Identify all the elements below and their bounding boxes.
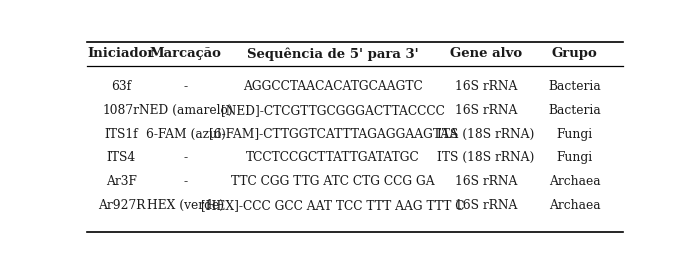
Text: [NED]-CTCGTTGCGGGACTTACCCC: [NED]-CTCGTTGCGGGACTTACCCC [221,104,445,117]
Text: ITS (18S rRNA): ITS (18S rRNA) [437,151,535,164]
Text: TTC CGG TTG ATC CTG CCG GA: TTC CGG TTG ATC CTG CCG GA [231,175,435,188]
Text: Gene alvo: Gene alvo [450,47,522,60]
Text: Archaea: Archaea [549,199,601,212]
Text: 6-FAM (azul): 6-FAM (azul) [146,128,226,140]
Text: 16S rRNA: 16S rRNA [455,80,517,93]
Text: Ar3F: Ar3F [106,175,137,188]
Text: HEX (verde): HEX (verde) [147,199,224,212]
Text: TCCTCCGCTTATTGATATGC: TCCTCCGCTTATTGATATGC [246,151,420,164]
Text: Grupo: Grupo [552,47,597,60]
Text: Bacteria: Bacteria [548,104,601,117]
Text: 16S rRNA: 16S rRNA [455,104,517,117]
Text: ITS (18S rRNA): ITS (18S rRNA) [437,128,535,140]
Text: -: - [183,151,188,164]
Text: Fungi: Fungi [556,151,592,164]
Text: NED (amarelo): NED (amarelo) [139,104,233,117]
Text: AGGCCTAACACATGCAAGTC: AGGCCTAACACATGCAAGTC [244,80,423,93]
Text: Fungi: Fungi [556,128,592,140]
Text: ITS1f: ITS1f [104,128,138,140]
Text: Bacteria: Bacteria [548,80,601,93]
Text: Archaea: Archaea [549,175,601,188]
Text: ITS4: ITS4 [107,151,136,164]
Text: -: - [183,80,188,93]
Text: Marcação: Marcação [149,47,221,60]
Text: [HEX]-CCC GCC AAT TCC TTT AAG TTT C: [HEX]-CCC GCC AAT TCC TTT AAG TTT C [201,199,465,212]
Text: 1087r: 1087r [103,104,140,117]
Text: [6-FAM]-CTTGGTCATTTAGAGGAAGTAA: [6-FAM]-CTTGGTCATTTAGAGGAAGTAA [208,128,458,140]
Text: Sequência de 5' para 3': Sequência de 5' para 3' [247,47,419,60]
Text: 16S rRNA: 16S rRNA [455,199,517,212]
Text: 16S rRNA: 16S rRNA [455,175,517,188]
Text: 63f: 63f [111,80,131,93]
Text: Iniciador: Iniciador [88,47,155,60]
Text: -: - [183,175,188,188]
Text: Ar927R: Ar927R [98,199,145,212]
